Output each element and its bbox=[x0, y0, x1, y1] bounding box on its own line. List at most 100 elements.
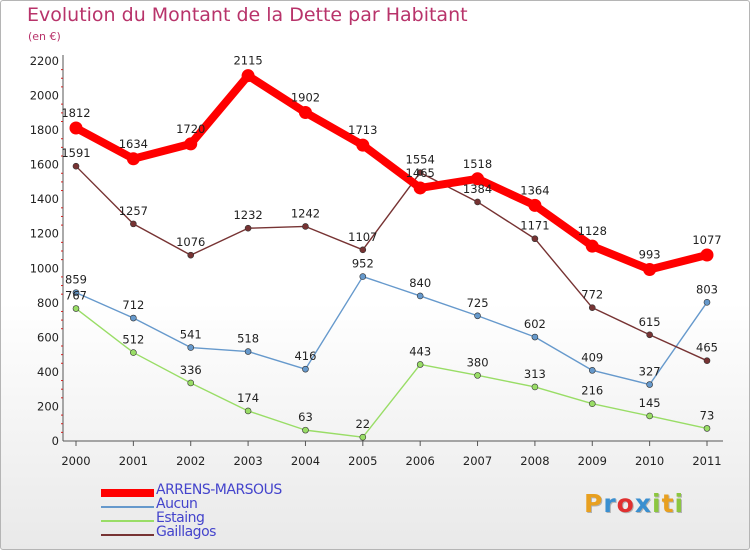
data-point bbox=[703, 425, 711, 432]
data-point bbox=[646, 331, 653, 339]
y-tick-label: 400 bbox=[37, 365, 59, 379]
data-point bbox=[643, 262, 657, 276]
data-point bbox=[416, 292, 424, 300]
data-label: 443 bbox=[409, 344, 431, 358]
data-label: 615 bbox=[639, 315, 661, 329]
data-label: 803 bbox=[696, 282, 718, 296]
data-label: 1720 bbox=[176, 122, 205, 136]
logo-letter: i bbox=[674, 489, 685, 518]
data-point bbox=[187, 251, 195, 259]
data-point bbox=[359, 433, 367, 441]
data-label: 22 bbox=[355, 417, 370, 431]
data-label: 1713 bbox=[348, 123, 377, 137]
data-point bbox=[359, 246, 367, 254]
data-point bbox=[130, 349, 137, 356]
series-points bbox=[69, 69, 714, 441]
x-tick-label: 2010 bbox=[635, 454, 664, 468]
series-line-estaing bbox=[75, 307, 708, 438]
y-tick-label: 800 bbox=[37, 296, 59, 310]
data-point bbox=[588, 367, 596, 374]
data-point bbox=[187, 344, 195, 351]
y-tick-label: 1400 bbox=[30, 192, 59, 206]
data-label: 73 bbox=[700, 408, 715, 422]
x-tick-label: 2001 bbox=[119, 454, 148, 468]
data-point bbox=[184, 137, 198, 151]
data-point bbox=[69, 121, 83, 135]
data-point bbox=[703, 357, 711, 364]
data-point bbox=[244, 224, 252, 232]
data-label: 1076 bbox=[176, 235, 205, 249]
chart-title: Evolution du Montant de la Dette par Hab… bbox=[27, 4, 468, 26]
data-point bbox=[187, 379, 195, 387]
data-label: 336 bbox=[180, 363, 202, 377]
y-tick-label: 2000 bbox=[30, 89, 59, 103]
data-point bbox=[244, 407, 252, 415]
logo-letter: x bbox=[634, 489, 652, 518]
x-tick-label: 2006 bbox=[406, 454, 435, 468]
data-label: 712 bbox=[122, 298, 144, 312]
data-point bbox=[241, 69, 255, 83]
data-point bbox=[416, 169, 424, 176]
y-tick-label: 600 bbox=[37, 330, 59, 344]
y-tick-label: 200 bbox=[37, 399, 59, 413]
data-label: 216 bbox=[581, 384, 603, 398]
x-tick-label: 2004 bbox=[291, 454, 320, 468]
data-label: 1242 bbox=[291, 206, 320, 220]
data-label: 380 bbox=[467, 355, 489, 369]
logo-letter: o bbox=[616, 489, 635, 518]
x-tick-label: 2000 bbox=[61, 454, 90, 468]
data-label: 1634 bbox=[119, 137, 148, 151]
data-label: 1232 bbox=[233, 208, 262, 222]
y-tick-label: 1200 bbox=[30, 227, 59, 241]
data-label: 1257 bbox=[119, 204, 148, 218]
proxiti-logo: Proxiti bbox=[584, 489, 684, 518]
x-tick-label: 2008 bbox=[520, 454, 549, 468]
data-label: 1554 bbox=[406, 153, 435, 167]
data-label: 512 bbox=[122, 333, 144, 347]
data-point bbox=[302, 365, 309, 373]
data-label: 518 bbox=[237, 332, 259, 346]
legend-label: ARRENS-MARSOUS bbox=[156, 482, 282, 498]
data-point bbox=[588, 400, 596, 407]
data-label: 602 bbox=[524, 317, 546, 331]
data-label: 313 bbox=[524, 367, 546, 381]
data-label: 725 bbox=[467, 296, 489, 310]
data-point bbox=[72, 305, 80, 312]
y-tick-label: 1000 bbox=[30, 261, 59, 275]
data-point bbox=[359, 273, 367, 280]
data-point bbox=[130, 220, 137, 228]
data-label: 1364 bbox=[520, 183, 549, 197]
data-point bbox=[474, 198, 481, 206]
data-point bbox=[703, 298, 711, 306]
data-point bbox=[356, 138, 370, 152]
data-point bbox=[474, 372, 481, 379]
data-label: 541 bbox=[180, 328, 202, 342]
legend-swatch bbox=[101, 489, 154, 497]
legend-swatch bbox=[101, 506, 154, 508]
data-point bbox=[588, 304, 596, 311]
x-tick-label: 2009 bbox=[578, 454, 607, 468]
data-label: 327 bbox=[639, 365, 661, 379]
data-label: 840 bbox=[409, 276, 431, 290]
data-point bbox=[646, 412, 653, 420]
data-label: 1902 bbox=[291, 90, 320, 104]
data-point bbox=[471, 172, 485, 186]
data-point bbox=[302, 223, 309, 230]
data-label: 1171 bbox=[520, 219, 549, 233]
data-label: 145 bbox=[639, 396, 661, 410]
y-tick-label: 0 bbox=[52, 434, 59, 448]
data-label: 1128 bbox=[578, 224, 607, 238]
data-label: 1077 bbox=[692, 233, 721, 247]
data-point bbox=[585, 239, 599, 253]
data-labels: 1812 1634 1720 2115 1902 1713 1465 1518 1364 1128… bbox=[61, 54, 721, 432]
x-tick-label: 2011 bbox=[692, 454, 721, 468]
series-line-gaillagos bbox=[75, 165, 708, 362]
data-label: 63 bbox=[298, 410, 313, 424]
data-point bbox=[244, 348, 252, 355]
data-label: 1384 bbox=[463, 182, 492, 196]
data-point bbox=[72, 289, 80, 296]
data-point bbox=[531, 333, 539, 341]
data-label: 409 bbox=[581, 350, 603, 364]
legend-swatch bbox=[101, 520, 154, 522]
